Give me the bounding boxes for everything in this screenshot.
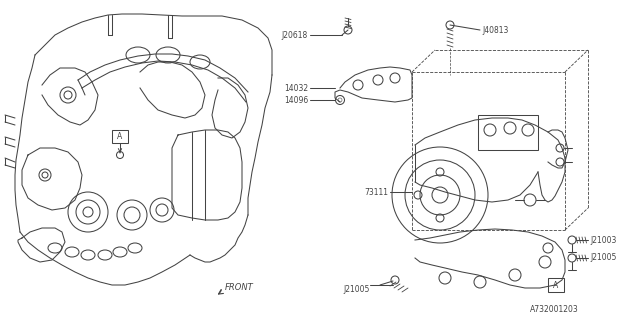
Bar: [548, 278, 564, 292]
Text: J20618: J20618: [282, 30, 308, 39]
Text: J40813: J40813: [482, 26, 508, 35]
Text: J21005: J21005: [344, 285, 370, 294]
Text: A: A: [117, 132, 123, 141]
Text: FRONT: FRONT: [225, 284, 253, 292]
Bar: [478, 115, 538, 150]
Text: 14032: 14032: [284, 84, 308, 92]
Text: J21005: J21005: [590, 253, 616, 262]
Text: 14096: 14096: [284, 95, 308, 105]
Bar: [112, 130, 128, 143]
Text: A732001203: A732001203: [530, 306, 579, 315]
Text: J21003: J21003: [590, 236, 616, 244]
Text: 73111: 73111: [364, 188, 388, 196]
Text: A: A: [554, 281, 559, 290]
